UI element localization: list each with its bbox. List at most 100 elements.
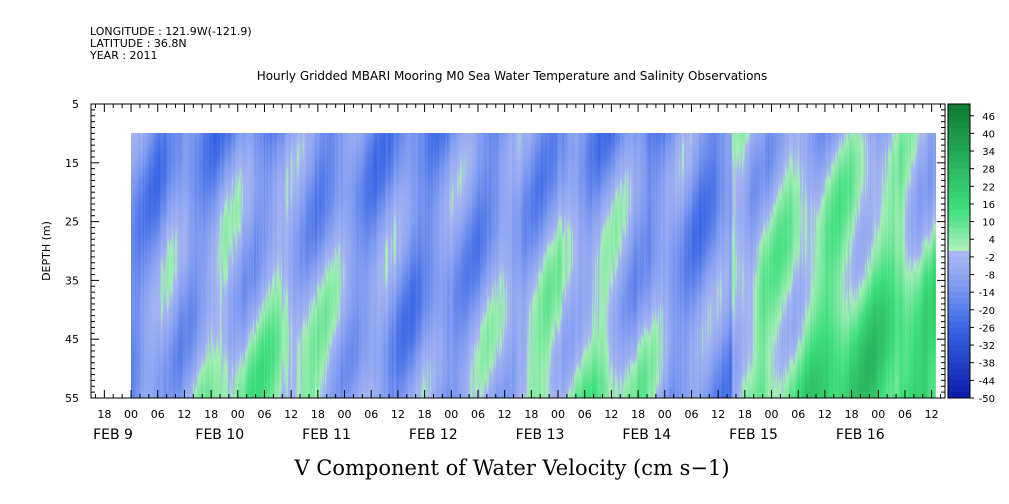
x-tick-label: 00: [338, 408, 352, 421]
colorbar-band: [948, 292, 970, 299]
x-date-label: FEB 11: [302, 427, 351, 443]
x-tick-label: 18: [738, 408, 752, 421]
colorbar-band: [948, 245, 970, 252]
x-tick-label: 12: [284, 408, 298, 421]
x-axis-label: V Component of Water Velocity (cm s−1): [293, 456, 729, 480]
colorbar-frame: [947, 103, 971, 399]
y-tick-label: 5: [72, 98, 79, 111]
colorbar-band: [948, 227, 970, 234]
heatmap: [131, 133, 936, 398]
x-date-label: FEB 12: [409, 427, 458, 443]
x-tick-label: 00: [871, 408, 885, 421]
x-date-label: FEB 10: [195, 427, 244, 443]
colorbar: 46 40 34 28 22 16 10 4 -2 -8 -14 -20 -26 -32 -38 -44 -50: [947, 103, 995, 405]
x-tick-label: 12: [177, 408, 191, 421]
colorbar-label: -2: [985, 253, 995, 264]
colorbar-band: [948, 174, 970, 181]
colorbar-label: 22: [982, 182, 995, 193]
colorbar-label: -8: [985, 271, 995, 282]
colorbar-band: [948, 209, 970, 217]
colorbar-band: [948, 374, 970, 381]
x-tick-label: 12: [604, 408, 618, 421]
plot-area: [90, 103, 946, 399]
x-tick-label: 06: [578, 408, 592, 421]
x-tick-label: 12: [498, 408, 512, 421]
colorbar-band: [948, 280, 970, 287]
year-label: YEAR : 2011: [89, 49, 158, 62]
colorbar-label: 10: [982, 218, 995, 229]
colorbar-band: [948, 115, 970, 123]
longitude-label: LONGITUDE : 121.9W(-121.9): [90, 25, 252, 38]
colorbar-band: [948, 380, 970, 387]
x-tick-label: 00: [765, 408, 779, 421]
colorbar-band: [948, 333, 970, 340]
colorbar-label: 40: [982, 129, 995, 140]
x-tick-label: 12: [711, 408, 725, 421]
colorbar-band: [948, 180, 970, 187]
x-tick-label: 18: [418, 408, 432, 421]
colorbar-band: [948, 251, 970, 258]
colorbar-band: [948, 262, 970, 270]
colorbar-label: 46: [982, 112, 995, 123]
x-tick-label: 12: [818, 408, 832, 421]
colorbar-band: [948, 145, 970, 152]
colorbar-band: [948, 168, 970, 176]
x-tick-label: 18: [631, 408, 645, 421]
chart-title: Hourly Gridded MBARI Mooring M0 Sea Wate…: [257, 69, 768, 83]
colorbar-band: [948, 133, 970, 140]
colorbar-band: [948, 268, 970, 276]
colorbar-label: 16: [982, 200, 995, 211]
x-tick-label: 06: [684, 408, 698, 421]
y-axis-label: DEPTH (m): [40, 221, 53, 281]
colorbar-band: [948, 104, 970, 111]
colorbar-label: 34: [982, 147, 995, 158]
x-tick-label: 06: [151, 408, 165, 421]
x-tick-label: 06: [364, 408, 378, 421]
colorbar-band: [948, 121, 970, 129]
x-date-label: FEB 15: [729, 427, 778, 443]
x-tick-label: 00: [231, 408, 245, 421]
colorbar-band: [948, 186, 970, 193]
x-tick-label: 18: [845, 408, 859, 421]
colorbar-label: -38: [979, 359, 995, 370]
x-tick-label: 12: [925, 408, 939, 421]
colorbar-band: [948, 392, 970, 399]
colorbar-band: [948, 239, 970, 246]
colorbar-band: [948, 139, 970, 146]
colorbar-band: [948, 156, 970, 164]
colorbar-band: [948, 127, 970, 134]
x-tick-label: 06: [791, 408, 805, 421]
colorbar-band: [948, 386, 970, 393]
colorbar-band: [948, 327, 970, 334]
x-tick-label: 06: [898, 408, 912, 421]
x-tick-label: 06: [471, 408, 485, 421]
x-tick-label: 06: [257, 408, 271, 421]
x-tick-label: 00: [124, 408, 138, 421]
x-date-label: FEB 14: [622, 427, 671, 443]
colorbar-band: [948, 151, 970, 158]
x-date-label: FEB 16: [836, 427, 885, 443]
x-tick-label: 18: [204, 408, 218, 421]
colorbar-band: [948, 350, 970, 358]
latitude-label: LATITUDE : 36.8N: [90, 37, 187, 50]
colorbar-band: [948, 345, 970, 352]
colorbar-label: -26: [979, 323, 995, 334]
colorbar-band: [948, 362, 970, 370]
heatmap-field: [131, 133, 936, 398]
colorbar-label: 4: [989, 235, 995, 246]
colorbar-band: [948, 198, 970, 205]
colorbar-label: -32: [979, 341, 995, 352]
colorbar-band: [948, 192, 970, 199]
colorbar-band: [948, 109, 970, 117]
y-tick-label: 45: [65, 333, 79, 346]
colorbar-label: -14: [979, 288, 995, 299]
colorbar-band: [948, 274, 970, 281]
x-tick-label: 00: [551, 408, 565, 421]
y-tick-label: 35: [65, 274, 79, 287]
colorbar-label: -44: [979, 376, 995, 387]
colorbar-band: [948, 315, 970, 323]
colorbar-label: -20: [979, 306, 995, 317]
x-date-label: FEB 9: [93, 427, 133, 443]
colorbar-label: -50: [979, 394, 995, 405]
